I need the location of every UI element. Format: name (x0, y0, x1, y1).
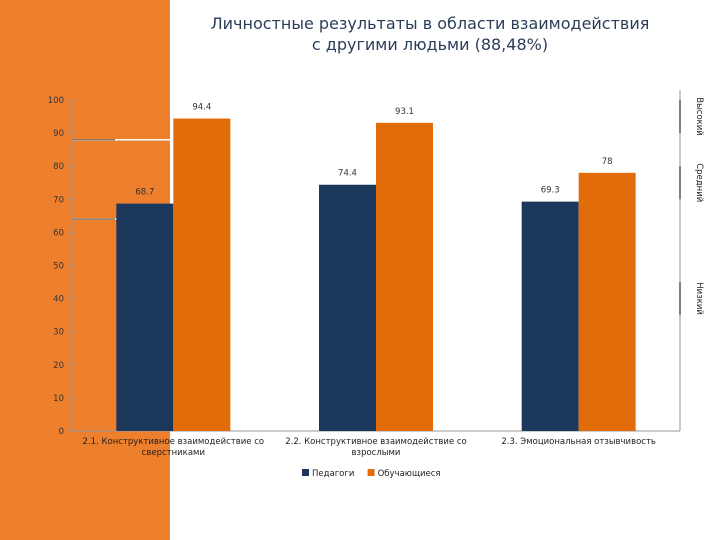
data-label: 74.4 (338, 169, 357, 179)
legend-swatch (302, 469, 309, 476)
data-label: 68.7 (135, 188, 154, 198)
y-tick-label: 20 (53, 361, 64, 371)
category-label: взрослыми (352, 448, 401, 458)
chart-title: Личностные результаты в области взаимоде… (150, 13, 710, 55)
band-label: Средний (694, 163, 704, 202)
legend-label: Педагоги (312, 469, 354, 479)
y-tick-label: 80 (53, 162, 64, 172)
bar-teachers (116, 203, 174, 431)
bar-students (578, 172, 636, 431)
data-label: 78 (602, 157, 613, 167)
data-label: 93.1 (395, 107, 414, 117)
bar-teachers (319, 184, 376, 431)
title-line-1: Личностные результаты в области взаимоде… (210, 14, 650, 33)
title-line-2: с другими людьми (88,48%) (311, 35, 549, 54)
data-label: 69.3 (541, 186, 560, 196)
category-label: сверстниками (142, 448, 205, 458)
y-tick-label: 100 (48, 96, 64, 106)
category-label: 2.2. Конструктивное взаимодействие со (285, 437, 467, 447)
category-label: 2.3. Эмоциональная отзывчивость (501, 437, 656, 447)
bar-students (376, 122, 433, 432)
y-tick-label: 50 (53, 262, 64, 272)
bar-students (173, 118, 231, 431)
band-label: Низкий (694, 282, 704, 315)
y-tick-label: 40 (53, 295, 64, 305)
data-label: 94.4 (192, 103, 211, 113)
y-tick-label: 90 (53, 129, 64, 139)
y-tick-label: 0 (59, 427, 64, 437)
y-tick-label: 30 (53, 328, 64, 338)
legend-label: Обучающиеся (378, 469, 441, 479)
y-tick-label: 70 (53, 195, 64, 205)
category-label: 2.1. Конструктивное взаимодействие со (83, 437, 265, 447)
y-tick-label: 10 (53, 394, 64, 404)
legend-swatch (367, 469, 375, 476)
y-tick-label: 60 (53, 228, 64, 238)
bar-teachers (521, 201, 579, 431)
band-label: Высокий (694, 97, 704, 136)
